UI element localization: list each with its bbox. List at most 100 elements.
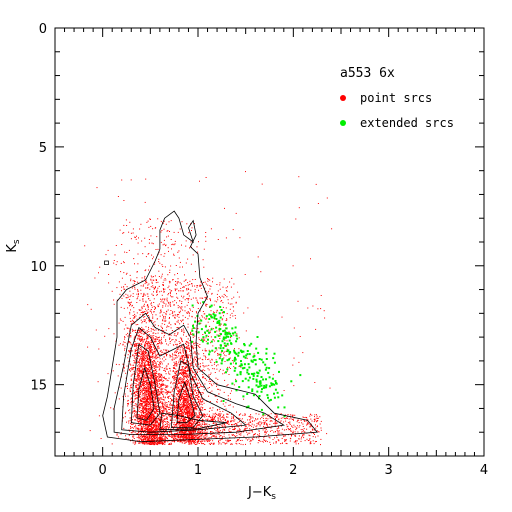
point-src bbox=[186, 377, 188, 379]
point-src bbox=[141, 338, 143, 340]
point-src bbox=[165, 440, 166, 442]
point-src bbox=[133, 409, 135, 411]
point-src bbox=[142, 354, 144, 356]
point-src bbox=[145, 392, 147, 394]
point-src bbox=[130, 422, 132, 424]
point-src bbox=[148, 365, 150, 367]
point-src bbox=[158, 356, 160, 358]
point-src bbox=[157, 343, 159, 345]
point-src bbox=[178, 416, 180, 418]
point-src bbox=[161, 384, 162, 385]
point-src bbox=[154, 348, 156, 350]
point-src bbox=[186, 424, 188, 426]
point-src bbox=[188, 408, 190, 410]
point-src bbox=[187, 387, 189, 389]
point-src bbox=[143, 422, 144, 424]
point-src bbox=[226, 348, 228, 350]
point-src bbox=[167, 392, 169, 394]
point-src bbox=[149, 391, 151, 393]
point-src bbox=[155, 442, 157, 444]
point-src bbox=[141, 435, 143, 437]
point-src bbox=[160, 385, 162, 387]
point-src bbox=[191, 377, 193, 379]
point-src bbox=[150, 410, 152, 412]
point-src bbox=[144, 387, 146, 389]
point-src bbox=[181, 366, 183, 368]
point-src bbox=[173, 440, 175, 442]
point-src bbox=[127, 354, 129, 356]
point-src bbox=[143, 430, 145, 431]
point-src bbox=[180, 420, 182, 422]
point-src bbox=[154, 369, 156, 371]
point-src bbox=[181, 397, 183, 399]
point-src bbox=[168, 443, 170, 444]
point-src bbox=[115, 340, 117, 342]
point-src bbox=[136, 359, 138, 361]
point-src bbox=[153, 419, 155, 420]
point-src bbox=[143, 420, 145, 422]
point-src bbox=[166, 423, 168, 425]
point-src bbox=[185, 370, 187, 371]
point-src bbox=[188, 411, 190, 413]
point-src bbox=[151, 364, 153, 366]
point-src bbox=[176, 388, 177, 390]
point-src bbox=[156, 383, 158, 385]
point-src bbox=[143, 422, 145, 424]
point-src bbox=[184, 404, 185, 406]
point-src bbox=[191, 390, 193, 392]
point-src bbox=[139, 339, 140, 341]
point-src bbox=[178, 377, 180, 379]
point-src bbox=[145, 393, 146, 395]
point-src bbox=[135, 433, 137, 435]
point-src bbox=[144, 417, 146, 419]
point-src bbox=[178, 391, 179, 393]
point-src bbox=[141, 397, 143, 399]
point-src bbox=[182, 378, 184, 380]
point-src bbox=[142, 401, 144, 403]
point-src bbox=[186, 384, 187, 385]
point-src bbox=[129, 350, 131, 352]
point-src bbox=[155, 411, 157, 413]
point-src bbox=[134, 378, 136, 380]
point-src bbox=[176, 418, 178, 420]
point-src bbox=[145, 428, 147, 430]
point-src bbox=[149, 343, 151, 344]
point-src bbox=[176, 435, 178, 437]
point-src bbox=[182, 415, 183, 416]
point-src bbox=[144, 430, 146, 432]
point-src bbox=[200, 423, 202, 425]
point-src bbox=[149, 365, 151, 367]
point-src bbox=[181, 398, 182, 400]
point-src bbox=[142, 357, 144, 359]
point-src bbox=[153, 405, 155, 407]
point-src bbox=[180, 369, 182, 371]
point-src bbox=[180, 352, 182, 354]
point-src bbox=[194, 406, 196, 408]
point-src bbox=[194, 434, 196, 436]
point-src bbox=[139, 432, 141, 434]
point-src bbox=[197, 393, 199, 395]
point-src bbox=[158, 441, 160, 443]
point-src bbox=[154, 411, 156, 412]
point-src bbox=[191, 435, 193, 437]
point-src bbox=[216, 284, 218, 285]
point-src bbox=[184, 306, 186, 308]
point-src bbox=[151, 399, 153, 401]
point-src bbox=[193, 404, 195, 406]
point-src bbox=[146, 382, 148, 384]
point-src bbox=[197, 302, 199, 304]
point-src bbox=[151, 380, 153, 382]
point-src bbox=[155, 404, 157, 406]
point-src bbox=[149, 394, 151, 396]
point-src bbox=[168, 390, 170, 392]
point-src bbox=[134, 392, 136, 394]
point-src bbox=[181, 432, 183, 434]
point-src bbox=[197, 394, 199, 396]
point-src bbox=[158, 425, 160, 427]
point-src bbox=[156, 410, 158, 412]
point-src bbox=[138, 436, 139, 438]
point-src bbox=[156, 432, 158, 434]
point-src bbox=[143, 380, 144, 382]
point-src bbox=[153, 389, 155, 391]
point-src bbox=[162, 427, 164, 429]
